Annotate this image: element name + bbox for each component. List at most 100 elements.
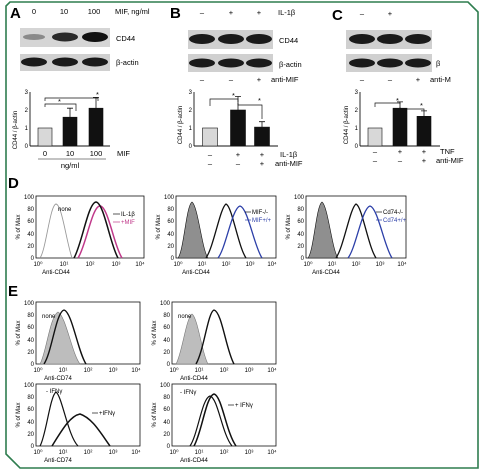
panel-b-blot-actin	[188, 54, 273, 72]
bar-b-ytick: 1	[189, 126, 193, 132]
bar-a-marks	[37, 97, 104, 147]
panel-label-a: A	[10, 5, 21, 22]
hist-e3-xlabel: Anti-CD74	[44, 458, 72, 464]
hist-e4-xticks: 10⁰ 10¹ 10² 10³ 10⁴	[169, 449, 277, 456]
hist-ytick: 20	[27, 432, 34, 438]
hist-e2-xlabel: Anti-CD44	[180, 376, 208, 382]
bar-b-star: *	[232, 91, 235, 100]
hist-ytick: 0	[167, 362, 171, 368]
hist-ytick: 20	[297, 244, 304, 250]
bar-a-xsub: ng/ml	[61, 161, 80, 170]
hist-d1-legend-mif: +MIF	[121, 220, 135, 226]
hist-e3-minus-curve	[39, 391, 79, 447]
bar-c-star: *	[396, 96, 399, 105]
hist-e4-plus-curve	[193, 393, 237, 447]
bar-c-ylabel: CD44 / β-actin	[344, 106, 350, 144]
hist-ytick: 100	[24, 383, 35, 389]
bar-c-1	[392, 107, 408, 147]
hist-ytick: 80	[163, 313, 170, 319]
hist-xtick: 10⁴	[267, 367, 277, 374]
error-bar-b-2	[259, 121, 265, 128]
hist-e2-yticks: 0 20 40 60 80 100	[160, 301, 171, 368]
hist-e1-xticks: 10⁰ 10¹ 10² 10³ 10⁴	[33, 367, 141, 374]
hist-xtick: 10⁰	[169, 367, 179, 374]
hist-e1-ylabel: % of Max	[16, 320, 22, 345]
hist-xtick: 10⁴	[135, 261, 145, 268]
hist-xtick: 10⁰	[169, 449, 179, 456]
hist-e2-ylabel: % of Max	[152, 320, 158, 345]
hist-d1-xticks: 10⁰ 10¹ 10² 10³ 10⁴	[33, 261, 145, 268]
panel-label-c: C	[332, 7, 343, 24]
panel-c-blot-band1	[346, 30, 432, 49]
bar-b-ylabel: CD44 / β-actin	[178, 106, 184, 144]
bar-c-ytick: 3	[355, 90, 359, 96]
hist-e2: % of Max 0 20 40 60 80 100 10⁰ 10¹ 10² 1…	[152, 301, 277, 382]
hist-e3-xticks: 10⁰ 10¹ 10² 10³ 10⁴	[33, 449, 141, 456]
bar-c-sign: +	[422, 147, 427, 156]
panel-label-e: E	[8, 283, 18, 300]
bar-c-ytick: 0	[355, 144, 359, 150]
hist-ytick: 100	[164, 195, 175, 201]
hist-xtick: 10⁰	[173, 261, 183, 268]
bar-a-xtick: 10	[66, 149, 74, 158]
panel-b-bar-chart: CD44 / β-actin 0 1 2 3 * * – + + IL-1β –…	[178, 90, 303, 168]
hist-ytick: 0	[167, 444, 171, 450]
blot-b-sign: +	[229, 8, 234, 17]
hist-d3-cd74-ko-curve	[335, 203, 377, 259]
hist-xtick: 10⁴	[267, 261, 277, 268]
hist-ytick: 100	[294, 195, 305, 201]
hist-ytick: 40	[297, 232, 304, 238]
blot-c-sign: –	[388, 75, 393, 84]
bar-c-significance: * *	[374, 96, 425, 111]
panel-b-blot-header: – + + IL-1β	[200, 8, 296, 17]
bar-c-yticks: 0 1 2 3	[355, 90, 359, 150]
hist-d3-legend-1: Cd74+/+	[383, 218, 407, 224]
panel-label-d: D	[8, 175, 19, 192]
hist-ytick: 20	[163, 432, 170, 438]
blot-a-cond-2: 100	[88, 7, 101, 16]
bar-c-0	[367, 127, 383, 147]
panel-c-blot-footer: – – + anti-M	[360, 75, 451, 84]
bar-c-marks	[367, 101, 432, 147]
panel-a-blot-header: 0 10 100 MIF, ng/ml	[32, 7, 150, 16]
hist-e4-legend-plus: + IFNγ	[235, 403, 253, 409]
bar-b-sign: –	[208, 150, 213, 159]
bar-a-significance: * *	[44, 90, 99, 111]
bar-a-ytick: 0	[25, 144, 29, 150]
hist-xtick: 10⁴	[131, 367, 141, 374]
blot-b-band-actin: β-actin	[279, 60, 302, 69]
hist-ytick: 80	[167, 207, 174, 213]
hist-d2-xlabel: Anti-CD44	[182, 270, 210, 276]
hist-xtick: 10³	[112, 262, 121, 268]
bar-a-xtick: 0	[43, 149, 47, 158]
blot-c-sign: –	[360, 9, 365, 18]
bar-c-row-name: TNF	[440, 147, 455, 156]
bar-c-ytick: 1	[355, 126, 359, 132]
hist-xtick: 10²	[222, 262, 231, 268]
blot-a-cond-0: 0	[32, 7, 36, 16]
panel-a-blot-actin	[20, 54, 110, 71]
bar-b-2	[254, 126, 270, 147]
hist-xtick: 10⁰	[33, 449, 43, 456]
hist-d1-none-curve	[39, 203, 73, 259]
bar-b-1	[230, 109, 246, 147]
hist-e3-yticks: 0 20 40 60 80 100	[24, 383, 35, 450]
hist-xtick: 10¹	[59, 368, 68, 374]
hist-d3: % of Max 0 20 40 60 80 100 10⁰ 10¹ 10² 1…	[286, 195, 407, 276]
bar-b-ytick: 2	[189, 108, 193, 114]
bar-a-ytick: 2	[25, 108, 29, 114]
bar-a-xname: MIF	[117, 149, 130, 158]
hist-e1-legend-none: none	[42, 314, 56, 320]
bar-c-row-name: anti-MIF	[436, 156, 464, 165]
bar-a-ylabel: CD44 / β-actin	[13, 111, 19, 149]
hist-ytick: 80	[297, 207, 304, 213]
hist-ytick: 20	[163, 350, 170, 356]
hist-xtick: 10²	[84, 450, 93, 456]
hist-xtick: 10¹	[328, 262, 337, 268]
hist-ytick: 100	[160, 383, 171, 389]
hist-e1-none-fill	[39, 311, 81, 365]
hist-e2-curve	[195, 309, 235, 365]
hist-ytick: 60	[297, 219, 304, 225]
bar-a-star: *	[96, 90, 99, 99]
